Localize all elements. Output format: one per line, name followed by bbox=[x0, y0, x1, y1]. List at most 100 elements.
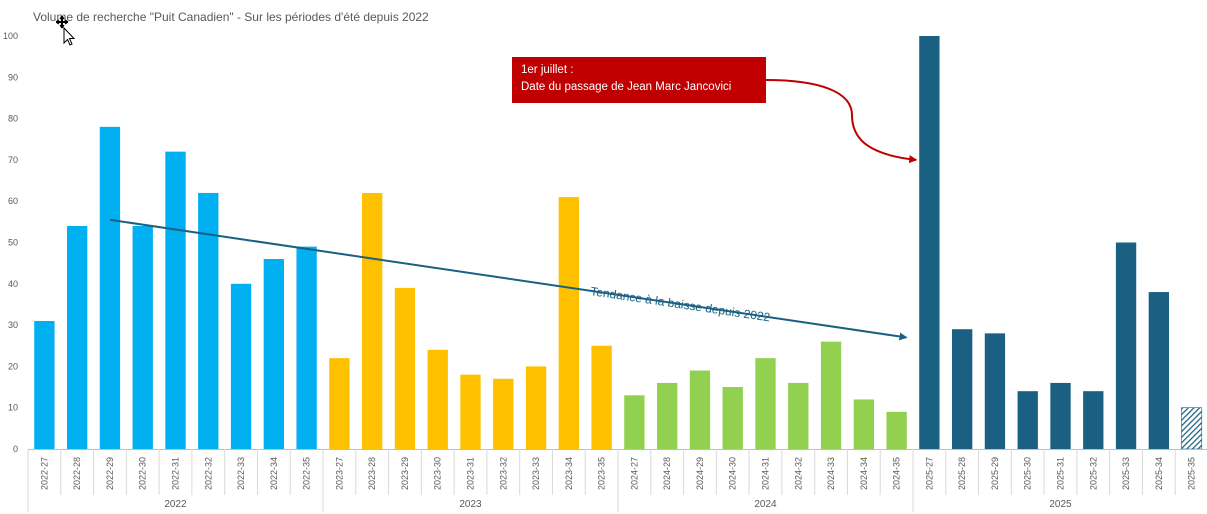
x-tick-label: 2025-33 bbox=[1121, 457, 1131, 490]
y-tick-label: 80 bbox=[8, 114, 18, 124]
x-tick-label: 2023-32 bbox=[498, 457, 508, 490]
bar-2022-35 bbox=[296, 246, 317, 449]
y-tick-label: 10 bbox=[8, 403, 18, 413]
bar-2025-34 bbox=[1148, 292, 1169, 449]
y-tick-label: 40 bbox=[8, 279, 18, 289]
y-tick-label: 0 bbox=[13, 444, 18, 454]
x-tick-label: 2024-27 bbox=[629, 457, 639, 490]
x-tick-label: 2023-29 bbox=[400, 457, 410, 490]
x-tick-label: 2022-29 bbox=[105, 457, 115, 490]
x-tick-label: 2022-34 bbox=[269, 457, 279, 490]
x-tick-label: 2024-31 bbox=[761, 457, 771, 490]
bar-2023-32 bbox=[493, 378, 514, 449]
x-tick-label: 2022-31 bbox=[171, 457, 181, 490]
callout-arrow bbox=[765, 79, 918, 164]
bar-2024-29 bbox=[689, 370, 711, 449]
callout-line-2: Date du passage de Jean Marc Jancovici bbox=[521, 81, 732, 93]
x-tick-label: 2024-30 bbox=[728, 457, 738, 490]
bar-2024-34 bbox=[853, 399, 874, 449]
bar-2023-27 bbox=[329, 358, 350, 449]
bar-2022-34 bbox=[263, 259, 284, 449]
bar-2024-30 bbox=[722, 387, 743, 449]
bar-2025-29 bbox=[984, 333, 1006, 449]
bar-2022-29 bbox=[99, 126, 121, 450]
y-axis: 0 10 20 30 40 50 60 70 80 90 100 bbox=[3, 31, 18, 454]
x-tick-label: 2024-34 bbox=[859, 457, 869, 490]
callout-line-1: 1er juillet : bbox=[521, 64, 574, 76]
y-tick-label: 30 bbox=[8, 320, 18, 330]
bar-2025-35 bbox=[1181, 407, 1203, 450]
x-axis: 2022-27 2022-28 2022-29 2022-30 2022-31 2022-… bbox=[27, 449, 1207, 512]
x-tick-label: 2023-28 bbox=[367, 457, 377, 490]
x-group-label-2024: 2024 bbox=[754, 499, 777, 510]
y-tick-label: 90 bbox=[8, 72, 18, 82]
x-tick-label: 2022-33 bbox=[236, 457, 246, 490]
x-tick-label: 2023-34 bbox=[564, 457, 574, 490]
bar-2022-30 bbox=[132, 225, 153, 449]
x-tick-label: 2025-35 bbox=[1187, 457, 1197, 490]
x-tick-label: 2024-29 bbox=[695, 457, 705, 490]
bar-2023-31 bbox=[460, 374, 481, 449]
bar-2024-31 bbox=[755, 358, 776, 449]
bar-2024-35 bbox=[886, 411, 907, 449]
mouse-cursor-icon bbox=[56, 16, 76, 46]
bar-2022-32 bbox=[198, 192, 219, 449]
trend-arrow bbox=[109, 218, 908, 341]
x-tick-label: 2022-28 bbox=[72, 457, 82, 490]
bar-2022-31 bbox=[165, 151, 186, 449]
bars bbox=[34, 36, 1203, 450]
x-tick-label: 2023-35 bbox=[597, 457, 607, 490]
x-tick-label: 2024-32 bbox=[793, 457, 803, 490]
x-tick-label: 2025-34 bbox=[1154, 457, 1164, 490]
annotations-layer: Tendance à la baisse depuis 2022 bbox=[109, 79, 918, 341]
bar-2024-28 bbox=[657, 382, 678, 449]
x-tick-label: 2024-35 bbox=[892, 457, 902, 490]
x-tick-label: 2023-27 bbox=[334, 457, 344, 490]
y-tick-label: 100 bbox=[3, 31, 18, 41]
x-group-label-2022: 2022 bbox=[164, 499, 187, 510]
x-group-label-2025: 2025 bbox=[1049, 499, 1072, 510]
x-tick-label: 2024-33 bbox=[826, 457, 836, 490]
bar-2023-28 bbox=[362, 192, 383, 449]
bar-2023-35 bbox=[591, 345, 612, 449]
bar-2022-27 bbox=[34, 320, 55, 449]
bar-2022-28 bbox=[67, 225, 88, 449]
y-tick-label: 60 bbox=[8, 196, 18, 206]
bar-2025-31 bbox=[1050, 382, 1071, 449]
x-tick-label: 2025-27 bbox=[924, 457, 934, 490]
callout-box: 1er juillet : Date du passage de Jean Ma… bbox=[512, 57, 766, 103]
y-tick-label: 20 bbox=[8, 361, 18, 371]
y-tick-label: 70 bbox=[8, 155, 18, 165]
bar-2025-33 bbox=[1115, 242, 1137, 449]
x-tick-label: 2025-28 bbox=[957, 457, 967, 490]
bar-2024-33 bbox=[820, 341, 842, 449]
x-tick-label: 2023-33 bbox=[531, 457, 541, 490]
y-tick-label: 50 bbox=[8, 238, 18, 248]
x-tick-label: 2025-32 bbox=[1088, 457, 1098, 490]
x-tick-label: 2022-32 bbox=[203, 457, 213, 490]
x-tick-label: 2025-29 bbox=[990, 457, 1000, 490]
trend-label: Tendance à la baisse depuis 2022 bbox=[590, 284, 772, 324]
x-tick-label: 2022-30 bbox=[138, 457, 148, 490]
bar-2025-32 bbox=[1083, 391, 1104, 449]
bar-2023-33 bbox=[525, 366, 547, 449]
bar-2025-27 bbox=[919, 36, 940, 449]
x-tick-label: 2025-30 bbox=[1023, 457, 1033, 490]
x-tick-label: 2022-35 bbox=[302, 457, 312, 490]
bar-2023-30 bbox=[427, 349, 448, 449]
bar-2024-32 bbox=[788, 382, 809, 449]
x-group-label-2023: 2023 bbox=[459, 499, 482, 510]
bar-2023-34 bbox=[558, 197, 579, 449]
x-tick-label: 2025-31 bbox=[1056, 457, 1066, 490]
bar-2023-29 bbox=[394, 287, 416, 449]
chart-title: Volume de recherche "Puit Canadien" - Su… bbox=[33, 10, 429, 24]
x-tick-label: 2022-27 bbox=[39, 457, 49, 490]
bar-2025-28 bbox=[952, 329, 973, 449]
x-tick-label: 2023-30 bbox=[433, 457, 443, 490]
bar-2025-30 bbox=[1017, 391, 1038, 449]
x-tick-label: 2023-31 bbox=[466, 457, 476, 490]
bar-2024-27 bbox=[624, 395, 645, 449]
bar-2022-33 bbox=[230, 283, 252, 449]
x-tick-label: 2024-28 bbox=[662, 457, 672, 490]
